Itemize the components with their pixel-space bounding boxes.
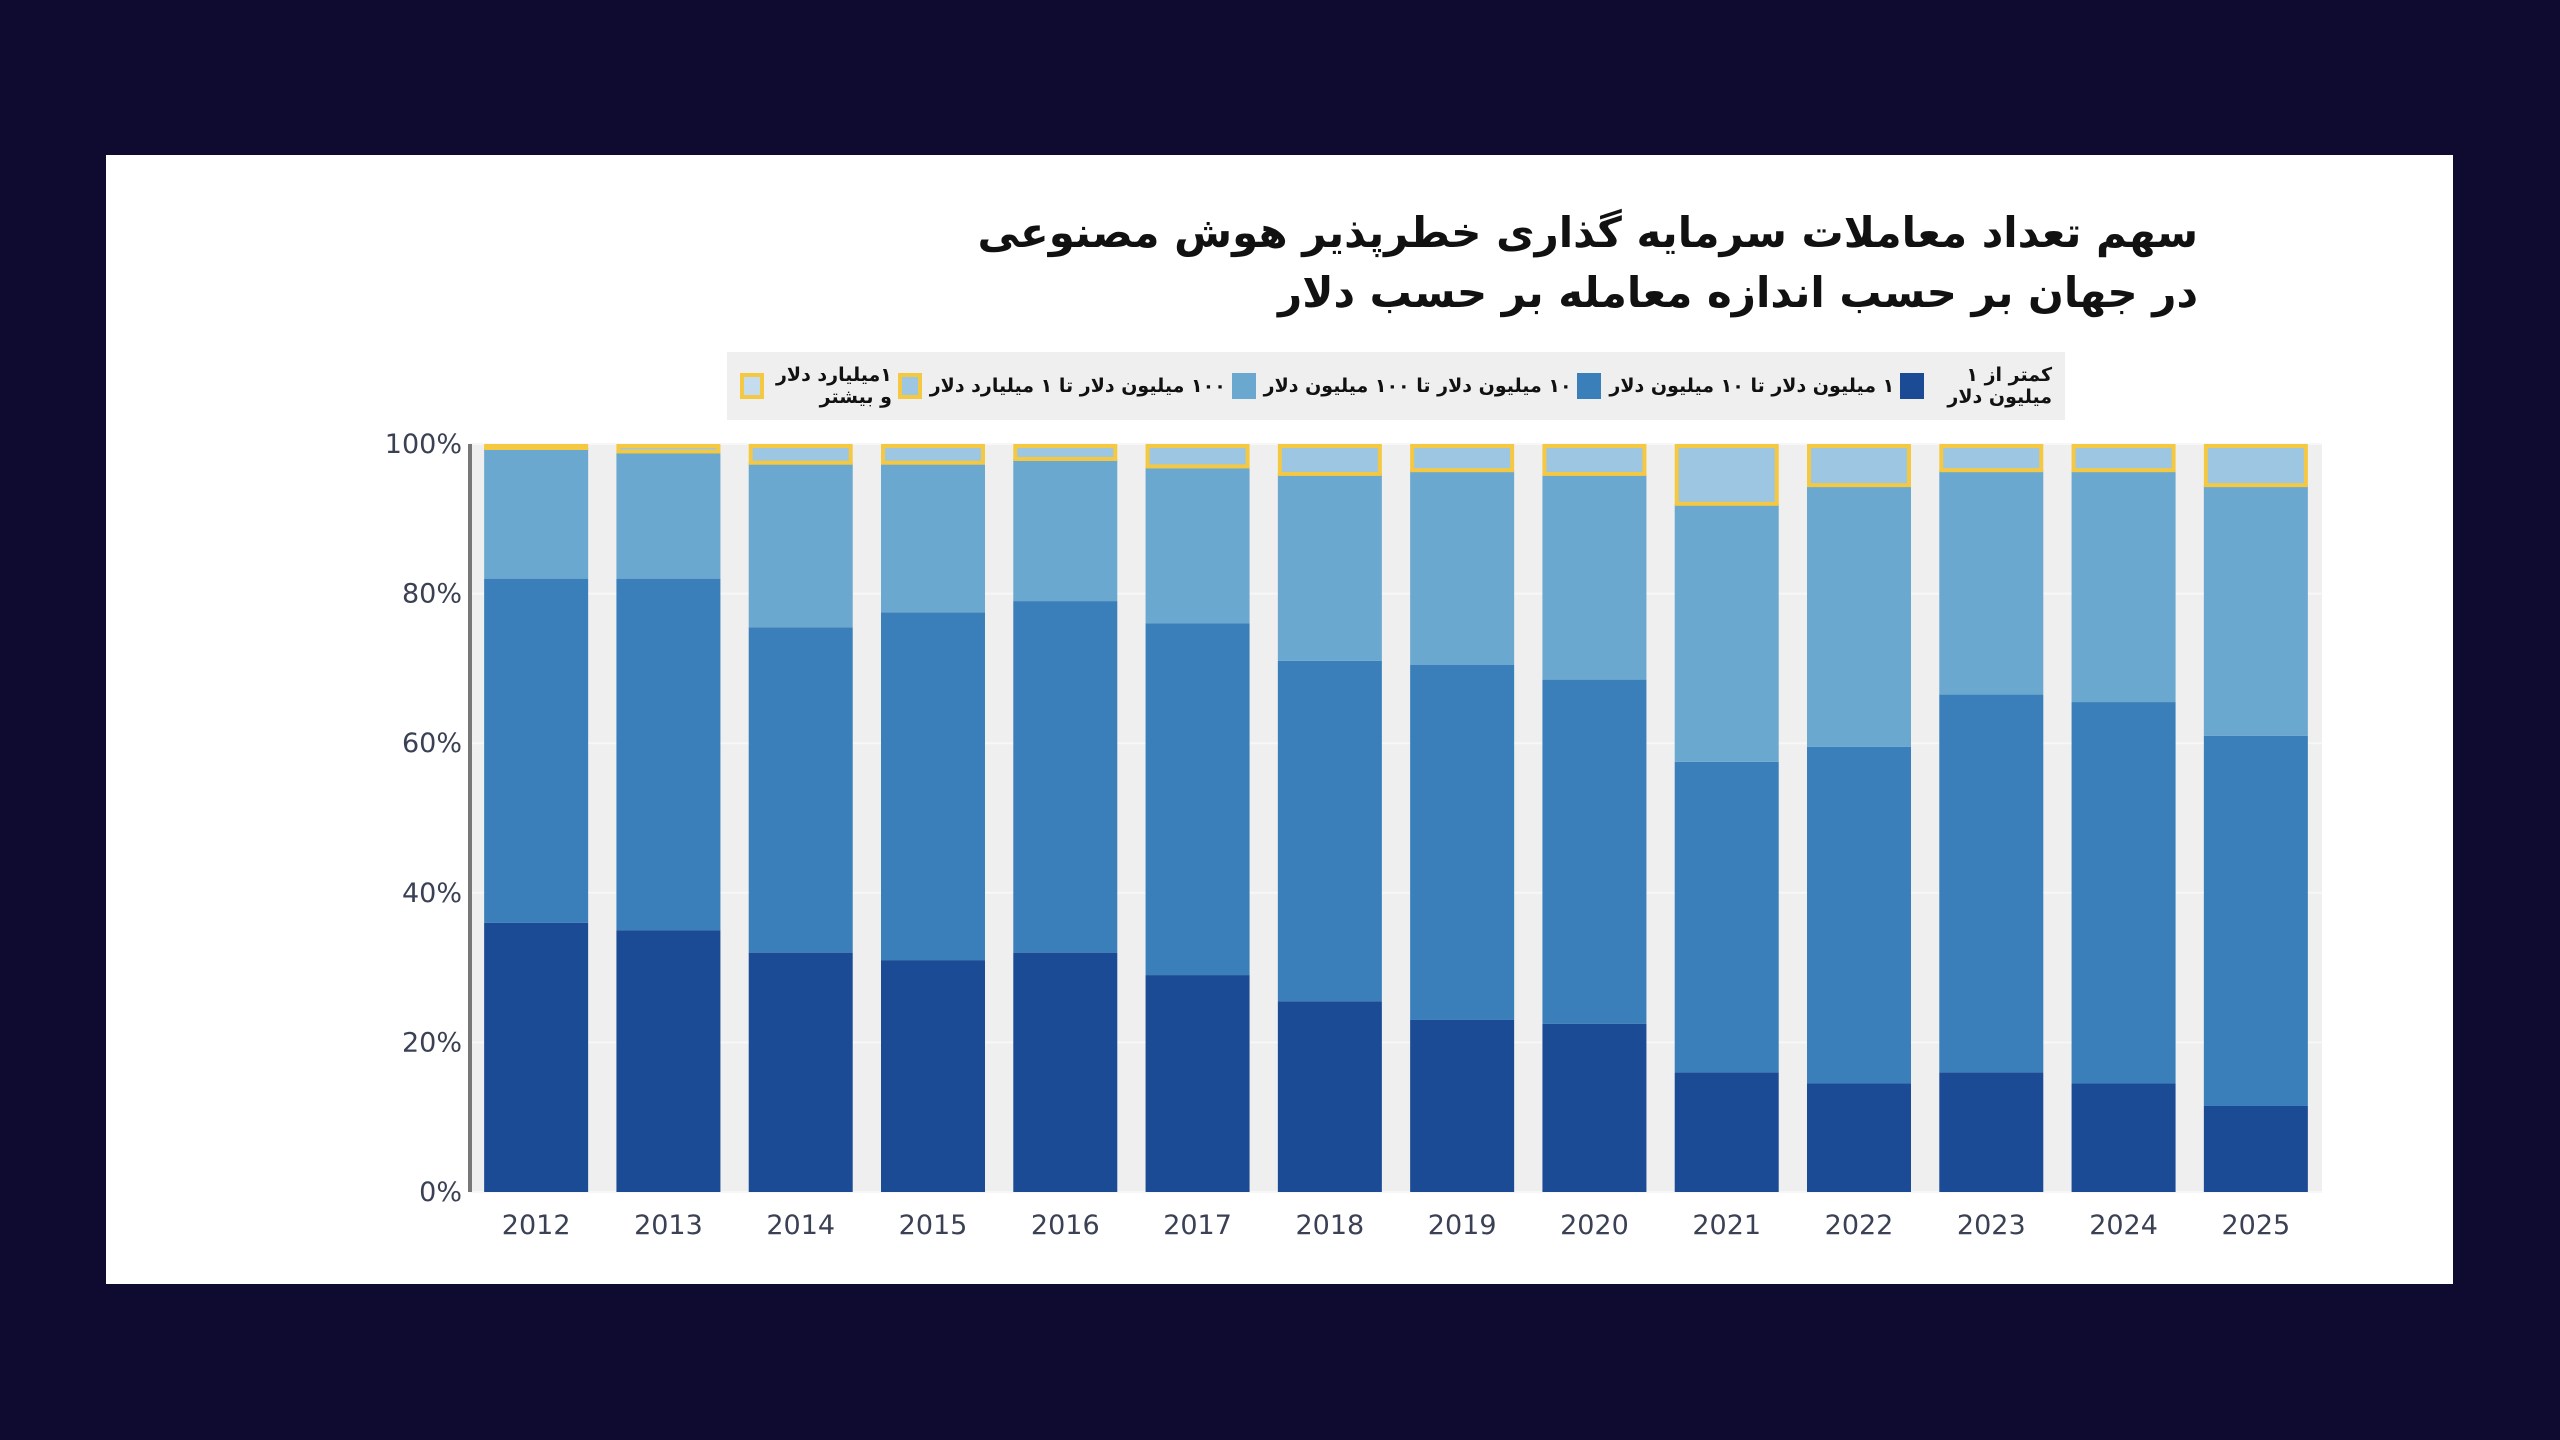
bar-segment-2019-series-1 <box>1410 664 1515 1020</box>
bar-segment-2012-series-3 <box>484 444 589 450</box>
bar-segment-2022-series-3 <box>1807 444 1911 488</box>
legend-item-1b-plus: ۱میلیارد دلار و بیشتر <box>739 364 892 408</box>
bar-segment-2021-series-1 <box>1674 761 1779 1073</box>
bar-segment-2020-series-3 <box>1542 444 1647 476</box>
bar-segment-2015-series-2 <box>881 462 985 613</box>
x-tick-label: 2021 <box>1692 1210 1761 1241</box>
y-tick-label: 0% <box>419 1177 462 1208</box>
bar-segment-2017-series-1 <box>1145 623 1250 976</box>
bar-segment-2017-series-3 <box>1145 444 1250 469</box>
bar-segment-2019-series-0 <box>1410 1019 1515 1192</box>
bar-segment-2013-series-3 <box>616 444 721 454</box>
legend-swatch <box>897 373 922 399</box>
bar-segment-2020-series-1 <box>1542 679 1647 1024</box>
bar-segment-2018-series-2 <box>1277 473 1382 661</box>
bar-segment-2013-series-0 <box>616 930 721 1192</box>
bar-segment-2014-series-0 <box>748 952 853 1192</box>
bar-segment-2021-series-3 <box>1674 444 1779 506</box>
x-tick-label: 2018 <box>1295 1210 1364 1241</box>
legend-label: ۱ میلیون دلار تا ۱۰ میلیون دلار <box>1609 375 1895 397</box>
bar-segment-2013-series-1 <box>616 578 721 931</box>
y-tick-label: 100% <box>385 429 462 460</box>
bar-segment-2018-series-1 <box>1277 660 1382 1002</box>
legend-swatch <box>1900 373 1925 399</box>
legend-swatch <box>739 373 764 399</box>
bar-segment-2022-series-0 <box>1807 1083 1911 1192</box>
legend-label: ۱۰۰ میلیون دلار تا ۱ میلیارد دلار <box>929 375 1226 397</box>
y-tick-label: 80% <box>402 579 462 610</box>
legend-item-10m-100m: ۱۰ میلیون دلار تا ۱۰۰ میلیون دلار <box>1231 373 1572 399</box>
bar-segment-2024-series-0 <box>2071 1083 2176 1192</box>
bar-segment-2019-series-3 <box>1410 444 1515 473</box>
x-tick-label: 2016 <box>1031 1210 1100 1241</box>
bar-segment-2021-series-2 <box>1674 503 1779 762</box>
bar-segment-2017-series-0 <box>1145 975 1250 1192</box>
bar-segment-2025-series-3 <box>2203 444 2308 488</box>
bar-segment-2016-series-1 <box>1013 601 1118 953</box>
x-tick-label: 2012 <box>502 1210 571 1241</box>
x-tick-label: 2022 <box>1825 1210 1894 1241</box>
legend-swatch <box>1577 373 1602 399</box>
title-line-1: سهم تعداد معاملات سرمایه گذاری خطرپذیر ه… <box>977 208 2198 257</box>
bar-segment-2014-series-2 <box>748 462 853 628</box>
legend-label: ۱۰ میلیون دلار تا ۱۰۰ میلیون دلار <box>1263 375 1572 397</box>
bar-segment-2024-series-2 <box>2071 470 2176 703</box>
legend-item-1m-10m: ۱ میلیون دلار تا ۱۰ میلیون دلار <box>1577 373 1894 399</box>
bar-segment-2020-series-0 <box>1542 1023 1647 1192</box>
bar-segment-2022-series-2 <box>1807 485 1911 747</box>
bar-segment-2017-series-2 <box>1145 466 1250 624</box>
x-tick-label: 2017 <box>1163 1210 1232 1241</box>
x-tick-label: 2020 <box>1560 1210 1629 1241</box>
bar-segment-2015-series-0 <box>881 960 985 1192</box>
y-tick-label: 60% <box>402 728 462 759</box>
title-line-2: در جهان بر حسب اندازه معامله بر حسب دلار <box>1278 268 2198 317</box>
x-tick-label: 2024 <box>2089 1210 2158 1241</box>
bar-segment-2024-series-3 <box>2071 444 2176 473</box>
bar-segment-2025-series-2 <box>2203 485 2308 736</box>
bar-segment-2018-series-0 <box>1277 1001 1382 1192</box>
bar-segment-2021-series-0 <box>1674 1072 1779 1192</box>
bar-segment-2015-series-1 <box>881 612 985 961</box>
x-tick-label: 2025 <box>2221 1210 2290 1241</box>
legend: کمتر از ۱ میلیون دلار ۱ میلیون دلار تا ۱… <box>727 352 2065 420</box>
x-tick-label: 2014 <box>766 1210 835 1241</box>
bar-segment-2023-series-3 <box>1939 444 2044 473</box>
bar-segment-2022-series-1 <box>1807 746 1911 1084</box>
legend-label: ۱میلیارد دلار و بیشتر <box>775 364 892 408</box>
bar-segment-2019-series-2 <box>1410 470 1515 665</box>
bar-segment-2012-series-1 <box>484 578 589 923</box>
bar-segment-2023-series-2 <box>1939 470 2044 695</box>
y-tick-label: 40% <box>402 878 462 909</box>
legend-item-100m-1b: ۱۰۰ میلیون دلار تا ۱ میلیارد دلار <box>897 373 1226 399</box>
bar-segment-2023-series-1 <box>1939 694 2044 1073</box>
bar-segment-2014-series-1 <box>748 627 853 953</box>
x-tick-label: 2019 <box>1428 1210 1497 1241</box>
bar-segment-2013-series-2 <box>616 451 721 579</box>
bar-segment-2025-series-1 <box>2203 735 2308 1106</box>
bar-segment-2025-series-0 <box>2203 1105 2308 1192</box>
bar-segment-2016-series-3 <box>1013 444 1118 461</box>
bar-segment-2020-series-2 <box>1542 473 1647 680</box>
bar-segment-2015-series-3 <box>881 444 985 465</box>
bar-segment-2018-series-3 <box>1277 444 1382 476</box>
bar-segment-2023-series-0 <box>1939 1072 2044 1192</box>
bar-segment-2024-series-1 <box>2071 702 2176 1084</box>
bar-segment-2016-series-2 <box>1013 458 1118 602</box>
legend-swatch <box>1231 373 1256 399</box>
x-tick-label: 2023 <box>1957 1210 2026 1241</box>
bar-segment-2014-series-3 <box>748 444 853 465</box>
bar-segment-2016-series-0 <box>1013 952 1118 1192</box>
legend-label: کمتر از ۱ میلیون دلار <box>1947 364 2053 408</box>
y-tick-label: 20% <box>402 1027 462 1058</box>
bar-segment-2012-series-2 <box>484 447 589 579</box>
legend-item-under-1m: کمتر از ۱ میلیون دلار <box>1900 364 2052 408</box>
bar-segment-2012-series-0 <box>484 922 589 1192</box>
chart-title: سهم تعداد معاملات سرمایه گذاری خطرپذیر ه… <box>978 203 2198 323</box>
x-tick-label: 2013 <box>634 1210 703 1241</box>
plot-background <box>470 444 2322 1192</box>
x-tick-label: 2015 <box>899 1210 968 1241</box>
